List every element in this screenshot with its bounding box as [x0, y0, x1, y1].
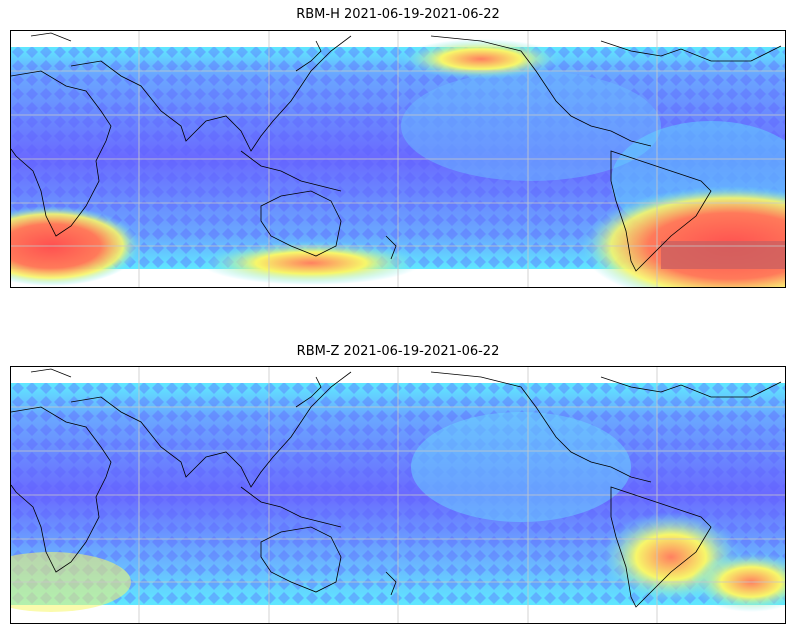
panel-title-rbm-h: RBM-H 2021-06-19-2021-06-22: [296, 7, 500, 22]
coastlines-h: [11, 32, 782, 272]
data-field-h: [11, 39, 785, 287]
coastlines-z: [11, 368, 782, 608]
gridlines-z: [11, 367, 785, 623]
map-panel-rbm-z: [10, 366, 786, 624]
panel-title-rbm-z: RBM-Z 2021-06-19-2021-06-22: [296, 344, 500, 359]
gridlines-h: [11, 31, 785, 287]
map-panel-rbm-h: [10, 30, 786, 288]
data-field-z: [11, 383, 785, 612]
